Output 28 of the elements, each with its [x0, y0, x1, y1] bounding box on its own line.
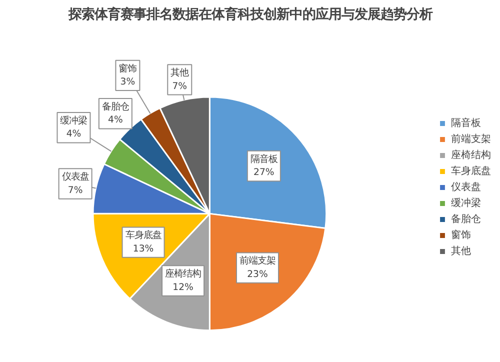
legend-label: 缓冲梁: [451, 196, 481, 210]
data-label: 23%: [247, 268, 268, 280]
slice-label: 仪表盘: [62, 172, 89, 183]
data-label: 4%: [108, 114, 123, 126]
legend-label: 窗饰: [451, 228, 471, 242]
data-label: 27%: [254, 167, 274, 178]
data-label: 7%: [172, 80, 188, 92]
legend-label: 备胎仓: [451, 213, 481, 226]
legend-label: 车身底盘: [451, 164, 491, 178]
slice-label: 车身底盘: [125, 230, 162, 242]
slice-label: 缓冲梁: [60, 116, 88, 127]
data-label: 13%: [132, 243, 154, 254]
data-label: 7%: [68, 184, 83, 196]
slice-label: 备胎仓: [102, 101, 129, 112]
legend-label: 前端支架: [451, 132, 491, 146]
slice-label: 其他: [170, 68, 189, 79]
data-label: 4%: [66, 128, 82, 140]
slice-label: 座椅结构: [165, 268, 202, 280]
slice-label: 窗饰: [118, 63, 137, 74]
slice-label: 前端支架: [240, 256, 276, 267]
legend-label: 其他: [451, 244, 471, 258]
legend-label: 隔音板: [451, 116, 481, 130]
slice-label: 隔音板: [250, 154, 278, 165]
chart-title: 探索体育赛事排名数据在体育科技创新中的应用与发展趋势分析: [68, 6, 432, 22]
legend-label: 座椅结构: [451, 148, 491, 162]
legend-label: 仪表盘: [451, 180, 481, 194]
data-label: 12%: [172, 282, 194, 293]
data-label: 3%: [120, 76, 136, 88]
